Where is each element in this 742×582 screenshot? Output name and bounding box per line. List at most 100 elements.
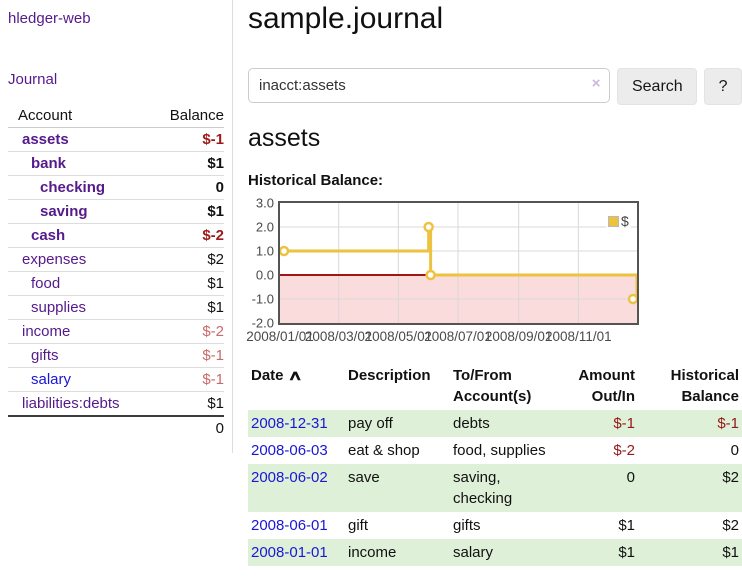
transaction-balance: $2 [722,469,739,486]
sidebar-account-link[interactable]: saving [40,203,88,220]
search-input-wrap: × [248,68,611,105]
sidebar-account-link[interactable]: salary [31,371,72,388]
transaction-amount: $-1 [613,415,635,432]
transaction-accounts: food, supplies [453,442,546,459]
accounts-header-row: Account Balance [8,104,224,128]
register-header-amount: Amount Out/In [578,367,635,405]
x-tick-label: 2008/01/01 [246,329,314,344]
legend-label: $ [621,213,629,229]
sidebar-account-link[interactable]: liabilities:debts [22,395,120,412]
account-row: checking 0 [8,175,224,200]
register-header-balance: Historical Balance [670,367,739,405]
clear-search-icon[interactable]: × [591,75,601,92]
accounts-header-account: Account [18,107,73,124]
accounts-total-value: 0 [215,420,224,437]
account-balance: $1 [207,299,224,316]
accounts-header-balance: Balance [169,107,224,124]
transaction-accounts: saving, checking [453,469,513,507]
data-point [627,293,639,305]
account-row: salary $-1 [8,367,224,392]
transaction-balance: $1 [722,544,739,561]
transaction-date-link[interactable]: 2008-12-31 [251,415,328,432]
sidebar-account-link[interactable]: supplies [31,299,87,316]
y-tick-label: -2.0 [251,315,274,331]
transaction-description: pay off [348,415,393,432]
transaction-amount: $1 [618,517,635,534]
sidebar-account-link[interactable]: cash [31,227,66,244]
account-row: saving $1 [8,199,224,224]
sort-ascending-icon: ∧ [286,367,303,383]
account-balance: $-2 [202,227,224,244]
transaction-description: gift [348,517,369,534]
account-balance: $-2 [202,323,224,340]
x-tick-label: 2008/05/01 [364,329,433,344]
register-row: 2008-06-02 save saving, checking 0 $2 [248,464,742,512]
y-tick-label: 3.0 [255,195,274,211]
transaction-date-link[interactable]: 2008-06-02 [251,469,328,486]
sidebar: hledger-web Journal Account Balance asse… [0,0,233,453]
transaction-accounts: salary [453,544,494,561]
register-row: 2008-06-01 gift gifts $1 $2 [248,512,742,539]
register-table: Date ∧ Description To/From Account(s) Amo… [248,362,742,566]
sidebar-account-link[interactable]: food [31,275,61,292]
transaction-amount: 0 [626,469,635,486]
sidebar-account-link[interactable]: gifts [31,347,59,364]
search-button[interactable]: Search [617,68,698,105]
register-row: 2008-01-01 income salary $1 $1 [248,539,742,566]
accounts-table: Account Balance assets $-1 bank $1 checking 0… [8,104,224,440]
main-content: sample.journal × Search ? assets Histori… [246,0,742,582]
account-row: assets $-1 [8,128,224,152]
account-row: cash $-2 [8,223,224,248]
transaction-date-link[interactable]: 2008-01-01 [251,544,328,561]
transaction-amount: $-2 [613,442,635,459]
account-balance: $2 [207,251,224,268]
register-header-accounts: To/From Account(s) [453,367,532,405]
transaction-description: save [348,469,380,486]
chart-legend: $ [606,212,631,230]
y-tick-label: 2.0 [255,219,274,235]
transaction-date-link[interactable]: 2008-06-03 [251,442,328,459]
legend-swatch-icon [608,215,619,227]
account-balance: 0 [215,179,224,196]
data-point [425,269,436,281]
x-tick-label: 2008/07/01 [424,329,492,344]
balance-line-chart [278,203,639,323]
register-header-date[interactable]: Date ∧ [251,367,303,384]
account-row: bank $1 [8,151,224,176]
account-row: food $1 [8,271,224,296]
sidebar-account-link[interactable]: expenses [22,251,87,268]
sidebar-item-journal[interactable]: Journal [8,71,58,88]
brand-link[interactable]: hledger-web [8,10,91,27]
account-balance: $-1 [202,371,224,388]
help-button[interactable]: ? [704,68,742,105]
x-tick-label: 2008/11/01 [545,329,612,344]
account-balance: $1 [207,203,224,220]
register-row: 2008-12-31 pay off debts $-1 $-1 [248,410,742,437]
sidebar-account-link[interactable]: assets [22,131,69,148]
sidebar-account-link[interactable]: checking [40,179,106,196]
x-tick-label: 2008/09/01 [484,329,553,344]
register-header-description: Description [348,367,431,384]
y-tick-label: -1.0 [251,291,274,307]
account-row: gifts $-1 [8,343,224,368]
account-balance: $1 [207,395,224,412]
transaction-accounts: debts [453,415,490,432]
transaction-description: income [348,544,397,561]
data-point [423,221,434,233]
transaction-balance: $-1 [717,415,739,432]
account-row: supplies $1 [8,295,224,320]
x-tick-label: 2008/03/01 [304,329,373,344]
transaction-balance: 0 [730,442,739,459]
account-row: liabilities:debts $1 [8,391,224,417]
search-input[interactable] [248,68,611,103]
y-tick-label: 0.0 [255,267,274,283]
transaction-date-link[interactable]: 2008-06-01 [251,517,328,534]
sidebar-account-link[interactable]: bank [31,155,67,172]
sidebar-account-link[interactable]: income [22,323,71,340]
data-point [278,245,290,257]
account-heading: assets [248,124,321,152]
chart-title: Historical Balance: [248,172,384,189]
transaction-accounts: gifts [453,517,481,534]
account-row: expenses $2 [8,247,224,272]
account-balance: $-1 [202,131,224,148]
